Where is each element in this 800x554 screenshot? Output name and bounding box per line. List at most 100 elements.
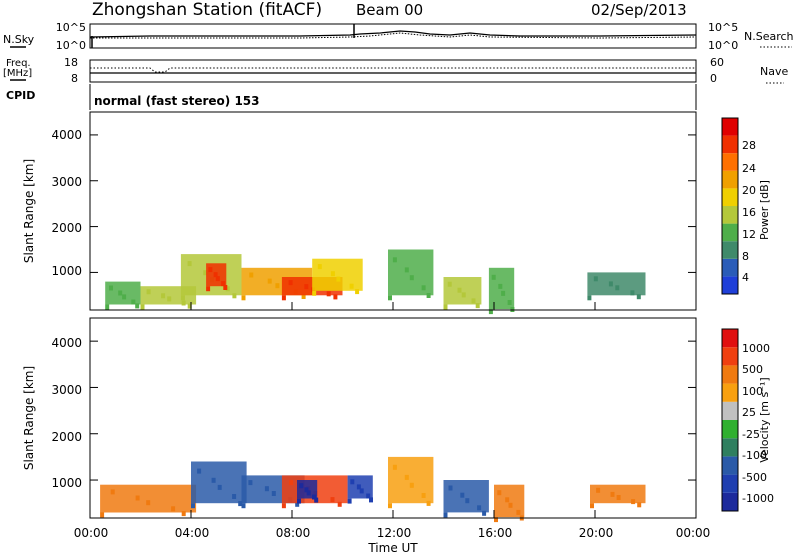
power-cbar-swatch [722, 153, 738, 171]
power-region-0 [105, 281, 141, 305]
power-speckle [312, 290, 317, 296]
xtick-0400: 04:00 [175, 526, 210, 540]
velocity-speckle [241, 503, 246, 509]
power-speckle [221, 281, 226, 287]
power-speckle [225, 286, 230, 292]
velocity-ytick-1000: 1000 [51, 476, 82, 490]
velocity-speckle [505, 497, 510, 503]
freq-label: Freq. [6, 58, 31, 69]
vel-cbar-swatch [722, 456, 738, 475]
power-cbar-tick-8: 8 [742, 250, 749, 263]
vel-cbar-swatch [722, 474, 738, 493]
power-cbar-tick-12: 12 [742, 228, 756, 241]
vel-cbar-swatch [722, 383, 738, 402]
velocity-speckle [366, 493, 371, 499]
power-colorbar: 28 24 20 16 12 8 4 Power [dB] [721, 117, 771, 295]
velocity-speckle [314, 497, 319, 503]
xtick-0000: 00:00 [74, 526, 109, 540]
velocity-region-1 [191, 461, 247, 504]
velocity-speckle [299, 483, 304, 489]
velocity-speckle [238, 501, 243, 507]
power-cbar-swatch [722, 258, 738, 277]
nsky-tick-top: 10^5 [56, 21, 86, 34]
vel-cbar-swatch [722, 420, 738, 439]
velocity-speckle [596, 487, 601, 493]
power-data-layer [89, 134, 697, 315]
vel-cbar-tick-minus100: -100 [742, 449, 767, 462]
power-speckle [122, 294, 127, 300]
velocity-speckle [443, 512, 448, 518]
power-cbar-tick-16: 16 [742, 206, 756, 219]
vel-cbar-tick-minus25: -25 [742, 428, 760, 441]
velocity-panel-frame [89, 317, 697, 519]
power-speckle [501, 290, 506, 296]
freq-panel-frame [89, 59, 697, 83]
velocity-colorbar-frame [721, 328, 739, 512]
velocity-speckle [289, 480, 294, 486]
power-region-6 [312, 258, 363, 291]
station-title: Zhongshan Station (fitACF) [92, 0, 322, 20]
power-speckle [404, 267, 409, 273]
power-speckle [388, 295, 392, 301]
velocity-speckle [264, 486, 269, 492]
vel-cbar-tick-25: 25 [742, 406, 756, 419]
freq-unit: [MHz] [3, 68, 32, 79]
nsky-label: N.Sky [3, 33, 35, 46]
vel-cbar-swatch [722, 492, 738, 511]
power-cbar-tick-20: 20 [742, 184, 756, 197]
x-axis-label: Time UT [367, 541, 418, 554]
power-speckle [392, 257, 397, 263]
velocity-region-9 [590, 484, 646, 504]
power-ytick-2000: 2000 [51, 221, 82, 235]
power-ytick-3000: 3000 [51, 175, 82, 189]
velocity-speckle [217, 484, 222, 490]
velocity-data-layer [89, 340, 697, 523]
freq-tick-bottom: 8 [71, 72, 78, 85]
power-speckle [206, 286, 211, 292]
velocity-speckle [465, 498, 470, 504]
velocity-speckle [388, 503, 392, 509]
power-speckle [223, 285, 228, 290]
velocity-speckle [516, 509, 521, 515]
xtick-2400: 00:00 [676, 526, 711, 540]
power-speckle [330, 271, 335, 277]
vel-cbar-tick-500: 500 [742, 363, 763, 376]
power-speckle [180, 295, 185, 301]
velocity-ytick-4000: 4000 [51, 336, 82, 350]
velocity-region-0 [100, 484, 197, 513]
velocity-speckle [477, 505, 482, 511]
power-speckle [507, 300, 512, 305]
cpid-text: normal (fast stereo) 153 [94, 94, 260, 108]
power-speckle [118, 290, 123, 296]
power-speckle [232, 293, 237, 299]
velocity-speckle [616, 495, 621, 500]
velocity-speckle [637, 502, 642, 508]
power-cbar-swatch [722, 170, 738, 189]
noise-panel-frame [89, 23, 697, 49]
velocity-speckle [181, 511, 186, 517]
velocity-speckle [271, 491, 276, 496]
nsky-trace [89, 30, 697, 38]
power-cbar-swatch [722, 206, 738, 224]
power-speckle [426, 293, 431, 298]
nave-trace [90, 67, 696, 73]
power-region-8 [443, 277, 482, 305]
power-speckle [275, 283, 280, 289]
power-speckle [288, 280, 293, 286]
power-speckle [349, 283, 354, 289]
power-speckle [167, 296, 172, 302]
velocity-speckle [404, 474, 409, 480]
velocity-speckle [295, 501, 300, 507]
power-speckle [249, 272, 254, 278]
vel-cbar-label: Velocity [m s⁻¹] [758, 377, 771, 462]
power-cbar-swatch [722, 135, 738, 154]
velocity-speckle [297, 498, 301, 504]
power-speckle [326, 291, 331, 297]
vel-cbar-swatch [722, 329, 738, 348]
power-speckle [241, 295, 246, 301]
xtick-1200: 12:00 [377, 526, 412, 540]
nsearch-label: N.Search [744, 30, 794, 43]
velocity-speckle [350, 479, 355, 485]
nsearch-trace [90, 32, 697, 39]
nave-label: Nave [760, 65, 788, 78]
